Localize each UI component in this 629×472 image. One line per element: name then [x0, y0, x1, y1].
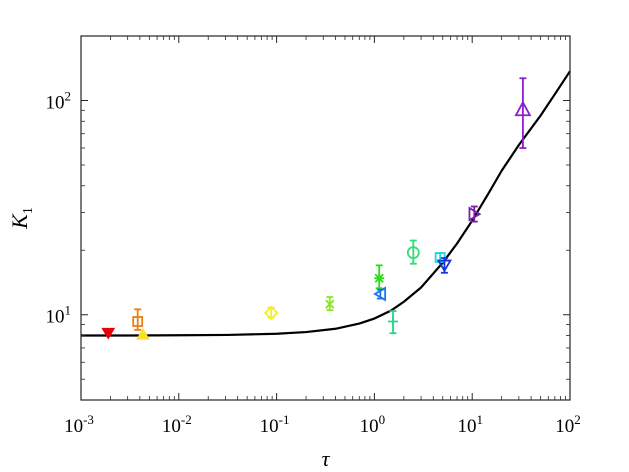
axis-labels-layer: τ K1 [7, 207, 331, 471]
x-tick-label: 10-2 [162, 412, 192, 437]
fit-curve [81, 70, 571, 337]
data-point-marker [325, 299, 335, 309]
axis-ticks-layer: 10-3 10-2 10-1 100 101 102 101 102 [46, 35, 581, 437]
data-point-marker [436, 259, 452, 273]
data-point [373, 286, 387, 302]
data-point-marker [132, 316, 144, 327]
fit-curve-layer [81, 70, 571, 337]
x-axis-label: τ [322, 446, 331, 471]
data-point [514, 77, 532, 149]
y-axis-label-subscript: 1 [21, 207, 36, 214]
y-axis-label: K1 [7, 207, 36, 230]
data-point [388, 310, 399, 335]
data-point [101, 327, 116, 340]
data-point-marker [373, 286, 387, 302]
data-point-marker [136, 327, 150, 340]
data-point [436, 257, 452, 274]
data-point [132, 308, 144, 331]
plot-area-frame [80, 35, 571, 401]
x-tick-label: 100 [360, 412, 386, 437]
data-points-layer [101, 77, 532, 340]
data-point-marker [388, 316, 399, 327]
data-point-marker [406, 246, 420, 260]
y-tick-label: 101 [46, 303, 72, 328]
data-point-marker [101, 327, 116, 340]
x-tick-label: 10-3 [64, 412, 94, 437]
data-point-marker [514, 100, 532, 117]
x-tick-label: 101 [457, 412, 483, 437]
data-point [374, 264, 385, 290]
data-point [325, 296, 335, 312]
data-point-marker [374, 273, 385, 284]
data-point [406, 239, 420, 265]
data-point [263, 305, 279, 321]
data-point [136, 327, 150, 340]
y-axis-label-base: K [7, 213, 32, 230]
data-point [468, 205, 482, 223]
data-point-marker [468, 206, 482, 222]
x-tick-label: 10-1 [260, 412, 290, 437]
data-point-marker [263, 305, 279, 321]
y-tick-label: 102 [46, 88, 72, 113]
x-tick-label: 102 [555, 412, 581, 437]
